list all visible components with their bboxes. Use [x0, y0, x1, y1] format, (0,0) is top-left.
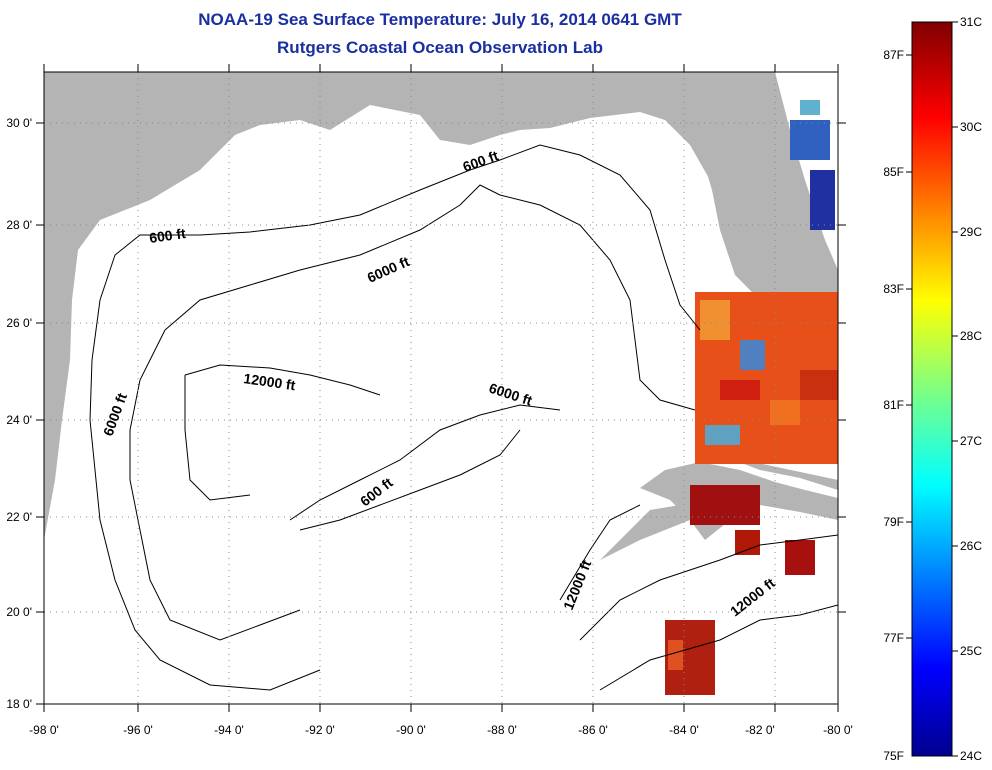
colorbar-f-label: 77F: [883, 631, 904, 645]
lon-tick-label: -92 0': [305, 723, 335, 737]
lat-tick-label: 24 0': [6, 413, 32, 427]
map-title: NOAA-19 Sea Surface Temperature: July 16…: [198, 10, 682, 29]
graticule: [44, 72, 838, 704]
lon-tick-label: -96 0': [123, 723, 153, 737]
gulf-of-mexico-water: [44, 105, 838, 704]
sst-swath-caribbean: [665, 620, 715, 695]
contour-label-12000-central: 12000 ft: [243, 370, 297, 393]
colorbar-f-label: 81F: [883, 398, 904, 412]
colorbar-f-label: 83F: [883, 282, 904, 296]
colorbar-c-label: 28C: [960, 329, 982, 343]
lat-tick-label: 28 0': [6, 218, 32, 232]
colorbar-c-label: 27C: [960, 434, 982, 448]
lat-tick-label: 20 0': [6, 605, 32, 619]
lat-tick-label: 18 0': [6, 697, 32, 711]
colorbar-c-label: 30C: [960, 120, 982, 134]
sst-swath-atlantic: [790, 100, 835, 230]
lon-tick-label: -86 0': [578, 723, 608, 737]
lat-tick-label: 30 0': [6, 116, 32, 130]
colorbar-ticks: [906, 21, 958, 757]
colorbar-f-label: 75F: [883, 749, 904, 763]
colorbar-f-label: 79F: [883, 515, 904, 529]
lon-tick-label: -90 0': [396, 723, 426, 737]
colorbar-c-label: 25C: [960, 644, 982, 658]
lon-tick-label: -88 0': [487, 723, 517, 737]
depth-contours: [89, 144, 838, 691]
sst-swath-cuba: [690, 485, 815, 575]
map-subtitle: Rutgers Coastal Ocean Observation Lab: [277, 38, 603, 57]
lon-tick-label: -84 0': [669, 723, 699, 737]
colorbar-c-label: 24C: [960, 749, 982, 763]
sst-colorbar: [911, 21, 953, 757]
lon-tick-label: -94 0': [214, 723, 244, 737]
colorbar-c-label: 26C: [960, 539, 982, 553]
map-frame: [43, 71, 839, 705]
sst-swath-straits: [695, 292, 838, 464]
lat-tick-label: 26 0': [6, 316, 32, 330]
colorbar-c-label: 31C: [960, 15, 982, 29]
contour-label-600-nw: 600 ft: [148, 225, 187, 246]
lon-tick-label: -98 0': [29, 723, 59, 737]
lat-tick-label: 22 0': [6, 510, 32, 524]
lon-tick-label: -82 0': [745, 723, 775, 737]
frame-ticks: [36, 64, 846, 712]
colorbar-f-label: 85F: [883, 165, 904, 179]
colorbar-f-label: 87F: [883, 48, 904, 62]
lon-tick-label: -80 0': [823, 723, 853, 737]
colorbar-c-label: 29C: [960, 225, 982, 239]
